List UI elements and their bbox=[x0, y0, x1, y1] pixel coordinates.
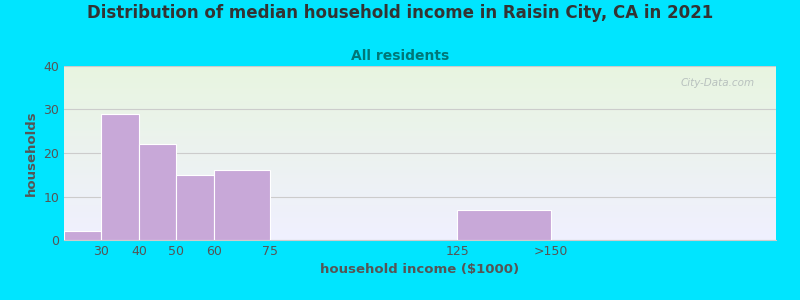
Bar bbox=[102, 114, 139, 240]
Text: All residents: All residents bbox=[351, 50, 449, 64]
Text: Distribution of median household income in Raisin City, CA in 2021: Distribution of median household income … bbox=[87, 4, 713, 22]
Y-axis label: households: households bbox=[25, 110, 38, 196]
Bar bbox=[214, 170, 270, 240]
Bar bbox=[458, 209, 551, 240]
Text: City-Data.com: City-Data.com bbox=[681, 78, 754, 88]
Bar bbox=[177, 175, 214, 240]
Bar bbox=[139, 144, 177, 240]
X-axis label: household income ($1000): household income ($1000) bbox=[321, 263, 519, 276]
Bar bbox=[64, 231, 102, 240]
